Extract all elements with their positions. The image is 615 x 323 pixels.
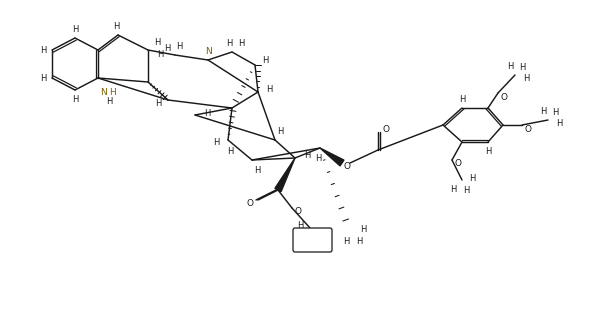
Text: H: H: [556, 119, 562, 128]
Text: Abs: Abs: [306, 235, 320, 245]
Text: H: H: [540, 107, 546, 116]
Text: H: H: [266, 85, 272, 93]
Text: H: H: [459, 95, 465, 103]
Text: H: H: [519, 62, 525, 71]
Text: H: H: [106, 97, 112, 106]
Text: H: H: [356, 237, 362, 246]
Text: H: H: [300, 233, 306, 242]
Text: O: O: [454, 159, 461, 168]
Text: O: O: [295, 206, 301, 215]
Text: H: H: [238, 38, 244, 47]
Text: H: H: [109, 88, 116, 97]
Text: H: H: [297, 221, 303, 230]
Text: H: H: [72, 95, 78, 103]
Text: H: H: [72, 25, 78, 34]
Text: H: H: [485, 147, 491, 155]
Text: H: H: [262, 56, 268, 65]
Text: H: H: [463, 185, 469, 194]
Text: N: N: [205, 47, 212, 56]
Text: H: H: [154, 37, 160, 47]
Text: H: H: [469, 173, 475, 182]
Text: H: H: [164, 44, 170, 53]
FancyBboxPatch shape: [293, 228, 332, 252]
Text: H: H: [450, 184, 456, 193]
Text: H: H: [360, 225, 366, 234]
Text: O: O: [344, 162, 351, 171]
Text: H: H: [176, 41, 182, 50]
Text: H: H: [523, 74, 529, 82]
Text: H: H: [213, 138, 219, 147]
Text: H: H: [204, 109, 210, 118]
Text: H: H: [315, 153, 321, 162]
Text: H: H: [254, 165, 260, 174]
Text: H: H: [227, 147, 233, 155]
Polygon shape: [275, 158, 295, 192]
Text: O: O: [501, 92, 507, 101]
Text: H: H: [552, 108, 558, 117]
Text: N: N: [100, 88, 106, 97]
Text: H: H: [304, 151, 310, 160]
Text: O: O: [525, 124, 531, 133]
Text: H: H: [40, 74, 46, 82]
Text: H: H: [277, 127, 283, 136]
Text: H: H: [40, 46, 46, 55]
Polygon shape: [320, 148, 344, 166]
Text: O: O: [247, 199, 253, 207]
Text: H: H: [343, 237, 349, 246]
Text: H: H: [113, 22, 119, 30]
Text: H: H: [226, 38, 232, 47]
Text: H: H: [157, 49, 163, 58]
Text: H: H: [155, 99, 161, 108]
Text: H: H: [312, 234, 318, 243]
Text: O: O: [383, 124, 389, 133]
Text: H: H: [507, 61, 513, 70]
